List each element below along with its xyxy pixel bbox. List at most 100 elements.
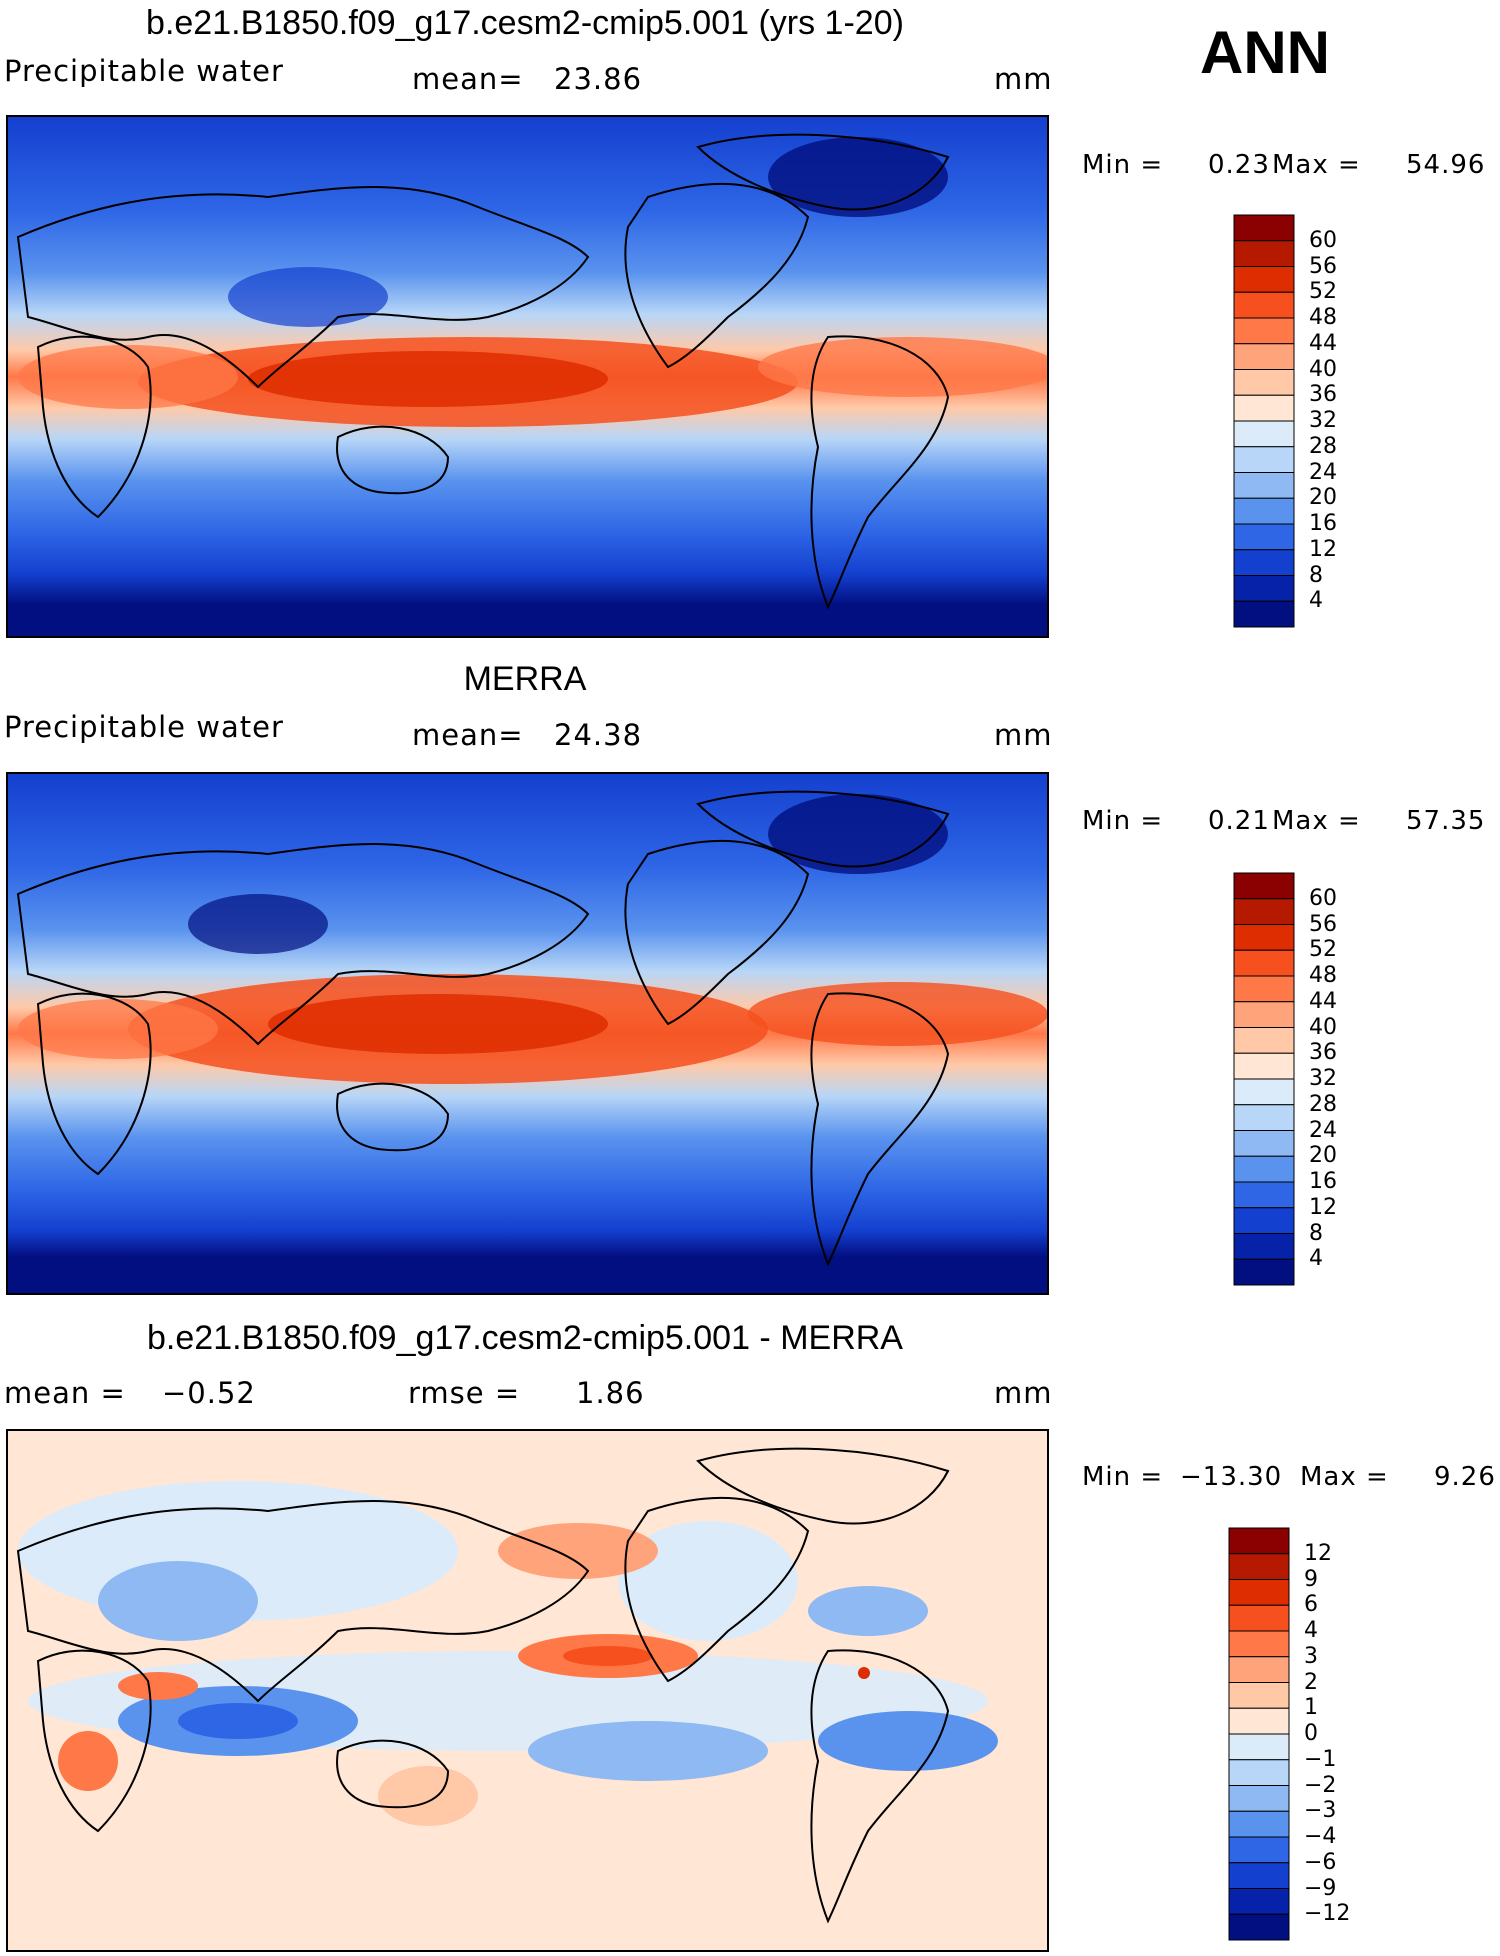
panel-3-min-label: Min = (1082, 1462, 1164, 1492)
panel-1-variable: Precipitable water (4, 54, 284, 88)
colorbar-level-label: 16 (1309, 511, 1337, 536)
colorbar-swatch (1233, 1233, 1295, 1260)
colorbar-swatch (1228, 1913, 1290, 1941)
colorbar-swatch (1233, 1181, 1295, 1209)
panel-2-mean-label: mean= (412, 718, 524, 752)
panel-2-min-value: 0.21 (1208, 806, 1270, 836)
panel-1-mean-value: 23.86 (554, 62, 643, 96)
colorbar-swatch (1233, 1258, 1295, 1286)
colorbar-swatch (1233, 872, 1295, 900)
colorbar-level-label: 40 (1309, 1014, 1337, 1040)
colorbar-level-label: 24 (1309, 1117, 1337, 1143)
panel-3-units: mm (994, 1376, 1053, 1410)
colorbar-swatch (1233, 575, 1295, 602)
colorbar-swatch (1228, 1733, 1290, 1761)
colorbar-swatch (1233, 291, 1295, 319)
colorbar-swatch (1228, 1862, 1290, 1889)
colorbar-swatch (1228, 1785, 1290, 1812)
panel-1-map-field (8, 117, 1047, 636)
colorbar-swatch (1228, 1836, 1290, 1864)
colorbar-level-label: 12 (1309, 1194, 1337, 1220)
colorbar-swatch (1228, 1579, 1290, 1606)
colorbar-level-label: 52 (1309, 279, 1337, 305)
colorbar-level-label: −2 (1304, 1772, 1337, 1798)
colorbar-level-label: 56 (1309, 911, 1337, 937)
colorbar-swatch (1233, 369, 1295, 396)
colorbar-level-label: 36 (1309, 382, 1337, 408)
colorbar-level-label: 4 (1309, 588, 1323, 614)
panel-2-map (6, 772, 1049, 1295)
colorbar-swatch (1228, 1759, 1290, 1786)
colorbar-swatch (1233, 949, 1295, 977)
panel-2-map-field (8, 774, 1047, 1293)
colorbar-level-label: 12 (1304, 1540, 1332, 1566)
panel-2-mean-value: 24.38 (554, 718, 643, 752)
panel-3-rmse-value: 1.86 (576, 1376, 645, 1410)
colorbar-level-label: −3 (1304, 1798, 1337, 1824)
colorbar-level-label: 56 (1309, 253, 1337, 279)
colorbar-level-label: 24 (1309, 459, 1337, 485)
panel-2-variable: Precipitable water (4, 710, 284, 744)
colorbar-level-label: 44 (1309, 988, 1337, 1014)
panel-3-title: b.e21.B1850.f09_g17.cesm2-cmip5.001 - ME… (147, 1319, 903, 1357)
colorbar-level-label: 1 (1304, 1695, 1318, 1721)
panel-3-max-value: 9.26 (1434, 1462, 1496, 1492)
colorbar-swatch (1233, 600, 1295, 628)
colorbar-level-label: 4 (1309, 1246, 1323, 1272)
panel-1-max-label: Max = (1272, 150, 1361, 180)
panel-2-colorbar: 60 56 52 48 44 40 36 32 28 24 20 16 12 8 4 (1233, 872, 1373, 1286)
colorbar-swatch (1228, 1527, 1290, 1555)
colorbar-swatch (1228, 1888, 1290, 1915)
colorbar-swatch (1233, 446, 1295, 473)
colorbar-level-label: −4 (1304, 1824, 1337, 1849)
panel-3-mean-label: mean = (4, 1376, 126, 1410)
colorbar-level-label: −6 (1304, 1849, 1337, 1875)
colorbar-swatch (1233, 1104, 1295, 1131)
colorbar-level-label: 12 (1309, 536, 1337, 562)
colorbar-swatch (1228, 1604, 1290, 1632)
panel-1-mean-label: mean= (412, 62, 524, 96)
colorbar-swatch (1233, 394, 1295, 422)
panel-3-colorbar: 12 9 6 4 3 2 1 0 −1 −2 −3 −4 −6 −9 −12 (1228, 1527, 1378, 1941)
colorbar-level-label: 6 (1304, 1592, 1318, 1618)
colorbar-swatch (1228, 1707, 1290, 1735)
panel-2-units: mm (994, 718, 1053, 752)
panel-1-max-value: 54.96 (1406, 150, 1486, 180)
colorbar-level-label: 28 (1309, 1091, 1337, 1117)
colorbar-swatch (1233, 1052, 1295, 1080)
colorbar-swatch (1228, 1656, 1290, 1683)
colorbar-swatch (1233, 214, 1295, 242)
panel-1-min-label: Min = (1082, 150, 1164, 180)
colorbar-level-label: 4 (1304, 1618, 1318, 1643)
panel-2-max-label: Max = (1272, 806, 1361, 836)
colorbar-swatch (1233, 343, 1295, 370)
colorbar-level-label: −9 (1304, 1875, 1337, 1901)
colorbar-swatch (1233, 1027, 1295, 1054)
panel-1-title: b.e21.B1850.f09_g17.cesm2-cmip5.001 (yrs… (146, 4, 904, 42)
panel-2-title: MERRA (463, 660, 587, 698)
colorbar-level-label: 60 (1309, 885, 1337, 911)
colorbar-swatch (1233, 420, 1295, 448)
colorbar-swatches (1228, 1527, 1290, 1941)
panel-1-units: mm (994, 62, 1053, 96)
colorbar-swatch (1233, 266, 1295, 293)
colorbar-swatch (1228, 1630, 1290, 1658)
colorbar-level-label: 2 (1304, 1669, 1318, 1695)
colorbar-level-label: 40 (1309, 356, 1337, 382)
colorbar-swatches (1233, 214, 1295, 628)
colorbar-swatch (1233, 898, 1295, 925)
colorbar-swatch (1233, 1078, 1295, 1106)
colorbar-swatch (1233, 1155, 1295, 1183)
colorbar-swatch (1233, 1001, 1295, 1028)
panel-3-mean-value: −0.52 (162, 1376, 256, 1410)
colorbar-level-label: 60 (1309, 227, 1337, 253)
panel-3-min-value: −13.30 (1180, 1462, 1283, 1492)
panel-2-min-label: Min = (1082, 806, 1164, 836)
colorbar-level-label: 16 (1309, 1169, 1337, 1194)
panel-2-max-value: 57.35 (1406, 806, 1486, 836)
panel-3-map-field (8, 1431, 1047, 1950)
colorbar-swatch (1228, 1682, 1290, 1709)
colorbar-swatch (1233, 975, 1295, 1003)
colorbar-level-label: 48 (1309, 963, 1337, 988)
colorbar-swatch (1233, 523, 1295, 551)
